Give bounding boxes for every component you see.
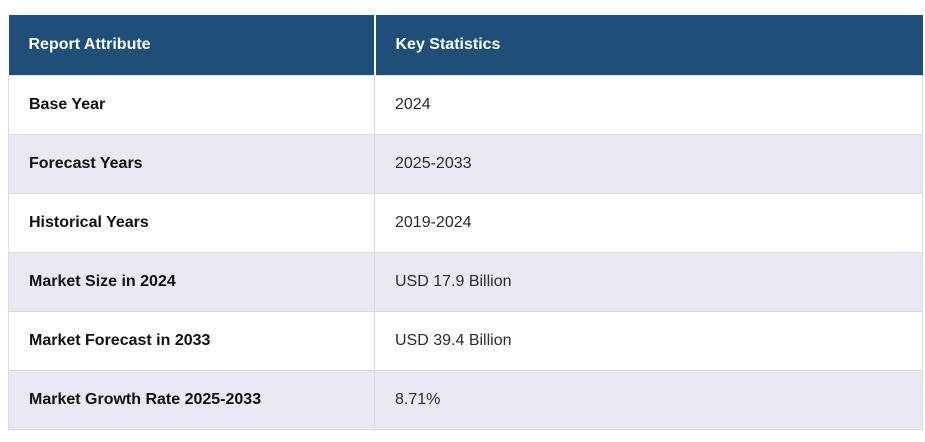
attribute-cell: Base Year [8,74,375,135]
table-row-growth-rate: Market Growth Rate 2025-2033 8.71% [8,369,923,430]
report-attributes-table: Report Attribute Key Statistics Base Yea… [8,15,923,430]
attribute-cell: Market Size in 2024 [8,251,375,312]
header-cell-key-statistics: Key Statistics [373,15,923,75]
value-cell: USD 39.4 Billion [374,310,923,371]
value-cell: 2019-2024 [374,192,923,253]
attribute-cell: Market Forecast in 2033 [8,310,375,371]
table-row-forecast-years: Forecast Years 2025-2033 [8,133,923,194]
header-cell-report-attribute: Report Attribute [8,15,375,75]
value-cell: 2024 [374,74,923,135]
table-row-market-size: Market Size in 2024 USD 17.9 Billion [8,251,923,312]
table-row-market-forecast: Market Forecast in 2033 USD 39.4 Billion [8,310,923,371]
table-row-base-year: Base Year 2024 [8,74,923,135]
value-cell: 8.71% [374,369,923,430]
value-cell: USD 17.9 Billion [374,251,923,312]
header-row: Report Attribute Key Statistics [8,15,923,75]
attribute-cell: Historical Years [8,192,375,253]
attribute-cell: Forecast Years [8,133,375,194]
value-cell: 2025-2033 [374,133,923,194]
attribute-cell: Market Growth Rate 2025-2033 [8,369,375,430]
table-row-historical-years: Historical Years 2019-2024 [8,192,923,253]
